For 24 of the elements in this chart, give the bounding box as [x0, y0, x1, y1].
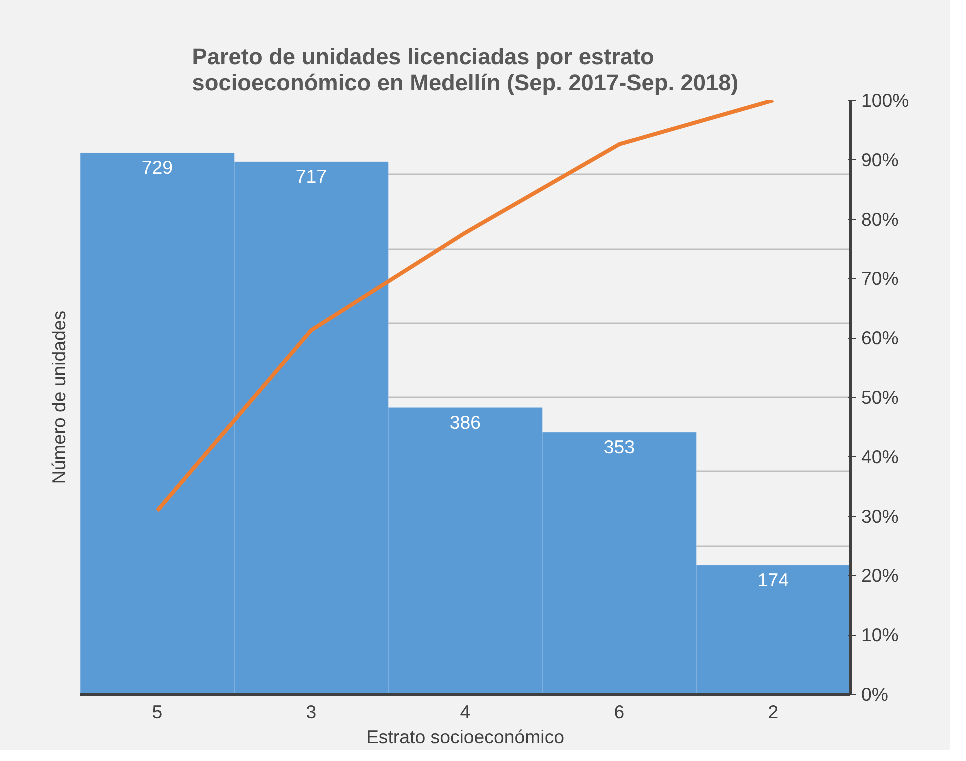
y2-tick-label: 70%: [862, 268, 899, 290]
x-axis-title: Estrato socioeconómico: [366, 726, 565, 748]
y2-tick-label: 10%: [862, 624, 899, 646]
x-tick-label: 6: [614, 702, 625, 722]
chart-title: Pareto de unidades licenciadas por estrato socioeconómico en Medellín (Sep. 2017-Sep. 2018): [192, 44, 739, 96]
y2-tick-label: 30%: [862, 506, 899, 527]
y2-tick-label: 0%: [862, 684, 888, 705]
y2-tick-label: 90%: [862, 149, 899, 170]
data-label: 729: [142, 157, 174, 178]
y2-tick-label: 20%: [862, 565, 899, 586]
x-tick-label: 3: [306, 702, 317, 722]
y2-tick-label: 60%: [862, 328, 899, 349]
y2-tick-label: 80%: [862, 208, 899, 230]
x-tick-label: 5: [152, 702, 163, 722]
y2-tick-label: 50%: [862, 387, 899, 408]
x-tick-label: 2: [768, 702, 779, 722]
x-tick-label: 4: [460, 702, 471, 722]
data-label: 353: [604, 436, 636, 458]
data-label: 174: [758, 569, 790, 590]
y2-tick-label: 100%: [862, 90, 910, 111]
data-label: 386: [450, 412, 482, 433]
data-label: 717: [296, 166, 328, 188]
y2-tick-label: 40%: [862, 446, 899, 468]
y-axis-title: Número de unidades: [48, 310, 70, 484]
